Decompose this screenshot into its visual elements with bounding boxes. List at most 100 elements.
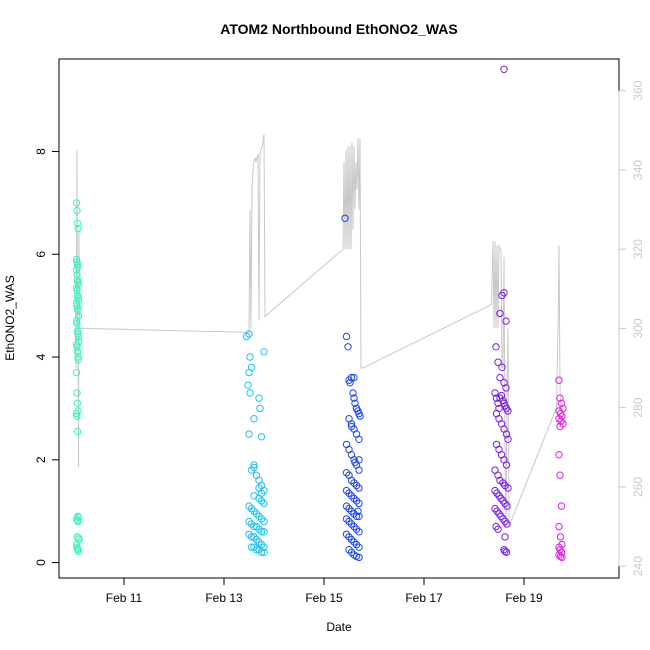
data-point (502, 430, 511, 438)
data-point (347, 548, 356, 556)
data-point (347, 373, 356, 382)
data-point (260, 499, 268, 508)
data-point (252, 510, 261, 518)
data-point (494, 358, 502, 366)
data-point (72, 266, 81, 274)
data-point (72, 199, 81, 207)
data-point (74, 517, 82, 526)
data-point (257, 489, 266, 497)
data-point (556, 552, 565, 561)
data-point (260, 348, 268, 356)
y2-tick-label: 280 (631, 397, 645, 417)
data-point (351, 399, 359, 407)
data-point (350, 479, 358, 487)
data-point (496, 373, 504, 382)
data-point (345, 546, 353, 554)
data-point (502, 461, 511, 469)
data-point (494, 525, 502, 533)
data-point (74, 513, 83, 522)
y2-tick-label: 300 (631, 318, 645, 338)
x-axis-label: Date (326, 620, 352, 634)
data-point (558, 553, 566, 562)
data-point (252, 535, 261, 544)
data-point (342, 530, 351, 538)
data-point (245, 502, 253, 510)
data-point (496, 309, 504, 318)
data-point (504, 435, 512, 443)
points-layer (72, 65, 567, 562)
data-point (350, 522, 358, 531)
x-tick-label: Feb 19 (505, 591, 543, 605)
data-point (342, 515, 351, 523)
line-layer (74, 134, 562, 527)
data-point (347, 476, 356, 485)
data-point (349, 389, 357, 397)
data-point (244, 381, 252, 389)
y-axis: 0 2 4 6 8 (34, 148, 60, 566)
data-point (73, 343, 81, 351)
data-point (504, 484, 512, 492)
data-point (72, 255, 81, 264)
data-point (557, 417, 565, 425)
data-point (74, 330, 82, 338)
y-tick-label: 4 (34, 353, 48, 360)
data-point (74, 353, 82, 361)
chart-title: ATOM2 Northbound EthONO2_WAS (220, 21, 457, 37)
data-point (73, 286, 81, 294)
data-point (252, 522, 261, 531)
data-point (245, 517, 253, 526)
data-point (556, 471, 564, 479)
data-point (355, 466, 363, 474)
data-point (75, 337, 83, 346)
data-point (555, 376, 563, 384)
data-point (242, 332, 251, 341)
data-point (257, 548, 266, 556)
data-point (345, 489, 353, 497)
series-line (74, 134, 562, 527)
data-point (256, 404, 264, 413)
data-point (245, 430, 253, 438)
data-point (556, 422, 564, 431)
data-point (492, 343, 500, 351)
data-point (502, 317, 510, 325)
data-point (255, 538, 263, 546)
data-point (73, 219, 82, 228)
data-point (342, 502, 351, 510)
data-point (495, 510, 503, 518)
data-point (73, 348, 82, 356)
data-point (355, 499, 363, 508)
data-point (356, 412, 364, 420)
data-point (500, 289, 508, 297)
data-point (347, 492, 356, 500)
data-point (74, 307, 82, 315)
data-point (260, 517, 268, 526)
data-point (503, 520, 511, 528)
data-point (257, 497, 266, 505)
data-point (346, 379, 354, 387)
data-point (73, 260, 82, 269)
x-axis: Feb 11 Feb 13 Feb 15 Feb 17 Feb 19 (106, 577, 543, 605)
data-point (497, 494, 505, 503)
data-point (73, 412, 81, 420)
data-point (347, 422, 356, 431)
x-tick-label: Feb 11 (106, 591, 143, 605)
y-tick-label: 8 (34, 148, 48, 155)
data-point (501, 533, 509, 541)
data-point (72, 299, 81, 307)
data-point (74, 355, 83, 364)
y2-tick-label: 320 (631, 239, 645, 259)
data-point (250, 415, 258, 423)
x-tick-label: Feb 15 (305, 591, 343, 605)
data-point (557, 502, 566, 510)
data-point (344, 343, 352, 351)
data-point (73, 304, 82, 312)
data-point (72, 340, 81, 348)
y2-tick-label: 360 (631, 80, 645, 100)
data-point (352, 497, 361, 505)
data-point (557, 548, 566, 556)
data-point (245, 330, 253, 338)
y2-tick-label: 340 (631, 160, 645, 180)
data-point (501, 547, 509, 555)
data-point (73, 399, 82, 407)
data-point (502, 384, 510, 392)
